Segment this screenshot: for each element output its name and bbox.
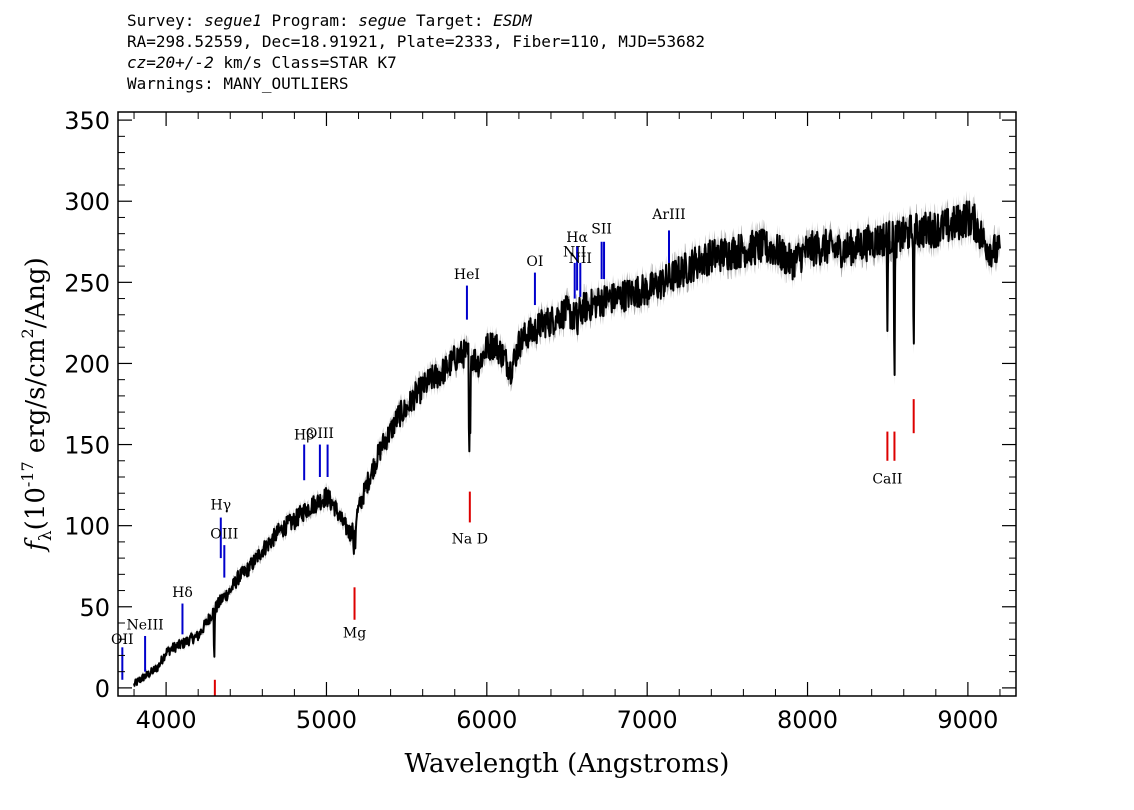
y-tick-label: 350 xyxy=(64,107,110,135)
emission-line-label: SII xyxy=(591,222,612,238)
target-value: ESDM xyxy=(493,11,532,30)
class-value: Class=STAR K7 xyxy=(271,53,397,72)
emission-line-label: NeIII xyxy=(127,617,164,633)
emission-line-label: Hγ xyxy=(210,497,231,513)
spectrum-series xyxy=(133,200,1001,687)
emission-line-label: HeI xyxy=(454,267,480,283)
emission-line-label: OIII xyxy=(306,426,334,442)
emission-line-label: NII xyxy=(563,244,586,260)
y-tick-label: 0 xyxy=(95,675,110,703)
spectral-line-markers: OIINeIIIHδHγOIIIHβOIIIHeIOINIIHαNIISIIAr… xyxy=(111,207,915,696)
spectrum-line xyxy=(133,200,1001,687)
absorption-line-label: Na D xyxy=(452,532,488,548)
axis-tick-labels: 4000 5000 6000 7000 8000 9000 0 50 100 150 200 250 3… xyxy=(64,107,998,734)
y-tick-label: 200 xyxy=(64,350,110,378)
y-tick-label: 100 xyxy=(64,513,110,541)
y-axis-subscript: λ xyxy=(36,530,56,541)
plot-frame xyxy=(117,111,1017,697)
x-axis-label: Wavelength (Angstroms) xyxy=(405,749,730,779)
y-axis-label: fλ(10-17 erg/s/cm2/Ang) xyxy=(18,257,56,552)
x-tick-label: 8000 xyxy=(777,706,838,734)
program-value: segue xyxy=(358,11,407,30)
x-tick-label: 7000 xyxy=(617,706,678,734)
emission-line-label: OIII xyxy=(210,527,238,543)
header-line-warnings: Warnings: MANY_OUTLIERS xyxy=(127,74,349,93)
header-line-coords: RA=298.52559, Dec=18.91921, Plate=2333, … xyxy=(127,32,705,51)
y-tick-label: 300 xyxy=(64,188,110,216)
y-tick-label: 50 xyxy=(79,594,110,622)
x-tick-label: 5000 xyxy=(296,706,357,734)
emission-line-label: ArIII xyxy=(651,207,685,223)
emission-line-label: OII xyxy=(111,632,134,648)
error-band-area xyxy=(134,190,1000,689)
plot-header: Survey: segue1 Program: segue Target: ES… xyxy=(127,10,705,94)
header-line-cz: cz=20+/-2 km/s Class=STAR K7 xyxy=(127,52,705,73)
emission-line-label: Hδ xyxy=(172,585,193,601)
absorption-line-label: Mg xyxy=(343,626,366,642)
absorption-line-label: CaII xyxy=(872,471,902,487)
emission-line-label: OI xyxy=(526,254,543,270)
y-tick-label: 150 xyxy=(64,432,110,460)
x-tick-label: 9000 xyxy=(937,706,998,734)
survey-value: segue1 xyxy=(204,11,262,30)
emission-line-label: Hα xyxy=(566,230,588,246)
cz-units: km/s xyxy=(223,53,262,72)
axis-ticks xyxy=(118,112,1016,696)
emission-line-label: NII xyxy=(569,251,592,267)
x-tick-label: 4000 xyxy=(136,706,197,734)
cz-value: cz=20+/-2 xyxy=(127,53,214,72)
emission-line-label: Hβ xyxy=(294,428,314,444)
error-band xyxy=(134,190,1000,689)
x-tick-label: 6000 xyxy=(456,706,517,734)
y-tick-label: 250 xyxy=(64,269,110,297)
header-line-survey: Survey: segue1 Program: segue Target: ES… xyxy=(127,11,532,30)
